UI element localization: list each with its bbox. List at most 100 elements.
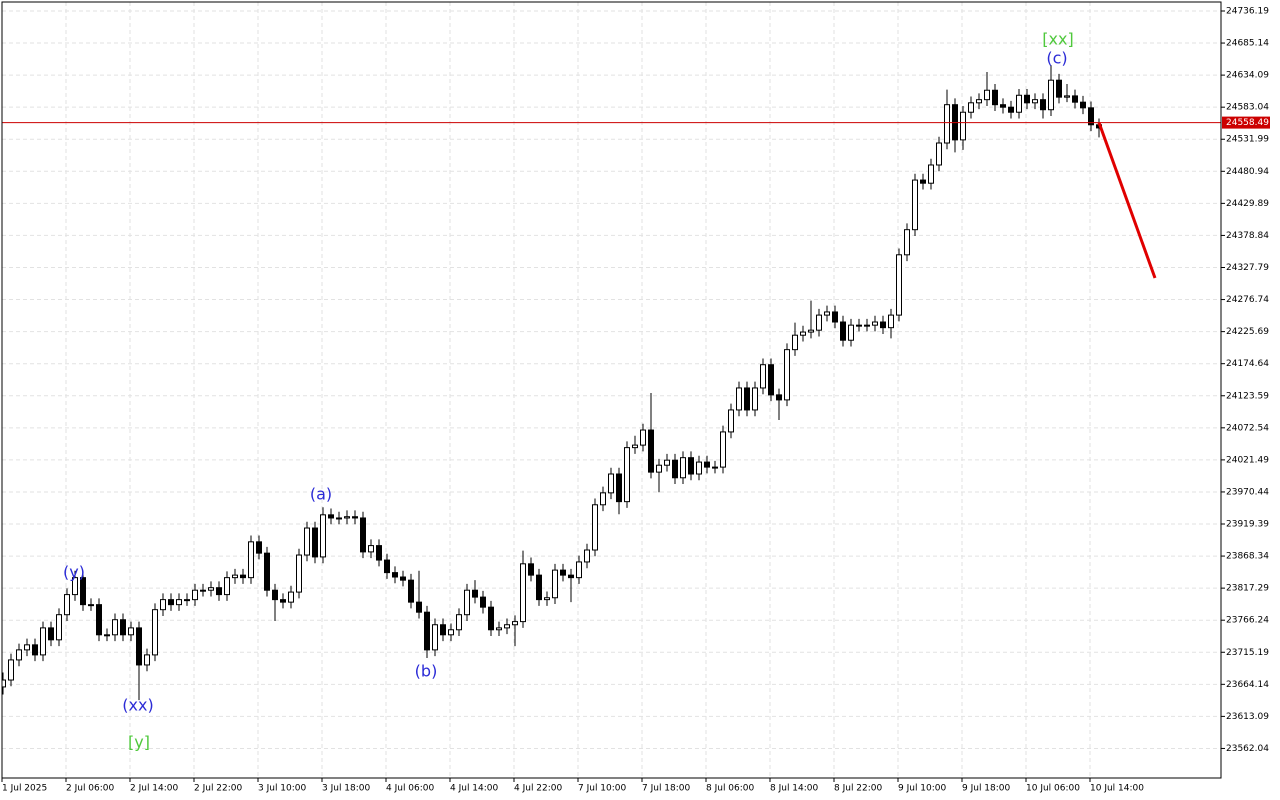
candle-body	[376, 545, 382, 561]
candle-body	[56, 614, 62, 641]
y-tick-label: 24531.99	[1226, 135, 1269, 145]
wave-label: (b)	[415, 662, 438, 681]
candle-body	[904, 229, 910, 256]
candle-body	[592, 504, 598, 551]
candle-body	[240, 574, 246, 579]
candle-body	[32, 644, 38, 656]
candle-body	[104, 634, 110, 637]
candle-body	[136, 627, 142, 666]
y-tick-label: 23715.19	[1226, 648, 1269, 658]
candle-body	[472, 589, 478, 598]
y-tick-label: 23613.09	[1226, 712, 1269, 722]
candle-body	[64, 594, 70, 616]
candle-body	[176, 599, 182, 606]
candle-body	[728, 409, 734, 433]
x-tick-label: 3 Jul 10:00	[258, 784, 307, 794]
candle-body	[584, 549, 590, 563]
wave-label: (y)	[63, 563, 85, 582]
bid-label: 24558.49	[1226, 118, 1269, 128]
y-tick-label: 23817.29	[1226, 584, 1269, 594]
candle-body	[576, 561, 582, 579]
candle-body	[712, 466, 718, 469]
candle-body	[320, 514, 326, 558]
x-tick-label: 1 Jul 2025	[2, 784, 47, 794]
y-tick-label: 24174.64	[1226, 359, 1269, 369]
candle-body	[1064, 95, 1070, 98]
candle-body	[912, 179, 918, 231]
x-tick-label: 4 Jul 22:00	[514, 784, 563, 794]
x-tick-label: 10 Jul 06:00	[1026, 784, 1080, 794]
candle-body	[984, 89, 990, 101]
candle-body	[160, 599, 166, 611]
candle-body	[848, 324, 854, 341]
candle-body	[704, 461, 710, 468]
candle-body	[648, 429, 654, 473]
bid-label-box	[1222, 116, 1270, 129]
candle-body	[928, 164, 934, 184]
candle-body	[600, 492, 606, 506]
candle-body	[96, 604, 102, 636]
candle-body	[400, 576, 406, 581]
candle-body	[632, 444, 638, 449]
y-tick-label: 24583.04	[1226, 103, 1269, 113]
candle-body	[800, 331, 806, 336]
candle-body	[896, 254, 902, 316]
candle-body	[384, 559, 390, 574]
y-tick-label: 23970.44	[1226, 487, 1269, 497]
candle-body	[1008, 106, 1014, 113]
candle-body	[608, 473, 614, 494]
candle-body	[1000, 104, 1006, 108]
candle-body	[560, 569, 566, 576]
x-tick-label: 8 Jul 06:00	[706, 784, 755, 794]
x-tick-label: 7 Jul 10:00	[578, 784, 627, 794]
candle-body	[152, 609, 158, 656]
candle-body	[424, 611, 430, 651]
candle-body	[568, 574, 574, 579]
y-tick-label: 23919.39	[1226, 520, 1269, 530]
candle-body	[120, 619, 126, 636]
wave-label: (xx)	[122, 696, 153, 715]
candle-body	[744, 387, 750, 411]
candle-body	[944, 104, 950, 144]
candle-body	[72, 577, 78, 596]
y-tick-label: 24327.79	[1226, 263, 1269, 273]
x-tick-label: 9 Jul 18:00	[962, 784, 1011, 794]
candle-body	[936, 142, 942, 166]
candle-body	[736, 387, 742, 411]
candle-body	[304, 527, 310, 556]
candle-body	[888, 314, 894, 329]
x-tick-label: 10 Jul 14:00	[1090, 784, 1144, 794]
candle-body	[48, 627, 54, 641]
candle-body	[976, 99, 982, 104]
candle-body	[480, 596, 486, 608]
y-tick-label: 24225.69	[1226, 327, 1269, 337]
candle-body	[520, 563, 526, 623]
y-tick-label: 24123.59	[1226, 391, 1269, 401]
candle-body	[312, 527, 318, 558]
candle-body	[1048, 79, 1054, 111]
candle-body	[872, 321, 878, 326]
candle-body	[616, 473, 622, 503]
candle-body	[408, 579, 414, 603]
candle-body	[696, 461, 702, 475]
candle-body	[992, 89, 998, 106]
candle-body	[664, 459, 670, 466]
candle-body	[792, 334, 798, 351]
wave-label: (a)	[310, 485, 332, 504]
candle-body	[200, 589, 206, 592]
candle-body	[488, 606, 494, 631]
y-tick-label: 24634.09	[1226, 71, 1269, 81]
candle-body	[1032, 99, 1038, 104]
candle-body	[416, 601, 422, 613]
x-tick-label: 9 Jul 10:00	[898, 784, 947, 794]
candle-body	[960, 111, 966, 141]
candle-body	[1088, 107, 1094, 126]
candle-body	[432, 624, 438, 651]
candle-body	[2, 679, 6, 688]
candle-body	[272, 589, 278, 601]
candle-body	[1072, 95, 1078, 103]
candle-body	[1016, 94, 1022, 113]
candle-body	[544, 597, 550, 601]
y-tick-label: 24480.94	[1226, 167, 1269, 177]
